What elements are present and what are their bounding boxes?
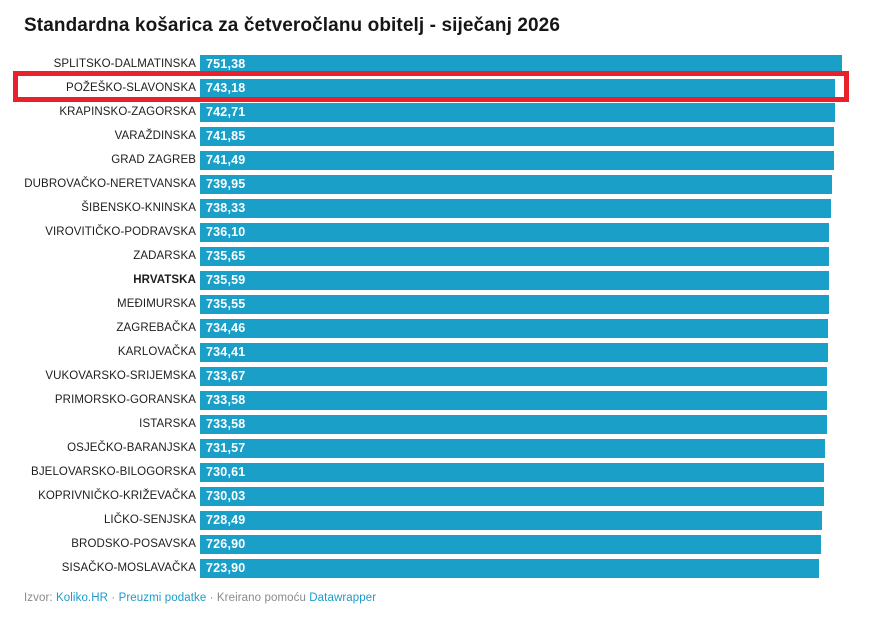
bar: 751,38 — [200, 54, 842, 74]
chart-row: ZADARSKA 735,65 — [0, 244, 882, 268]
value-label: 738,33 — [206, 201, 246, 215]
category-label: KOPRIVNIČKO-KRIŽEVAČKA — [38, 490, 196, 502]
chart-row: GRAD ZAGREB 741,49 — [0, 148, 882, 172]
bar: 742,71 — [200, 102, 835, 122]
footer-separator: · — [209, 592, 214, 604]
category-label: KRAPINSKO-ZAGORSKA — [59, 106, 196, 118]
chart-row: ŠIBENSKO-KNINSKA 738,33 — [0, 196, 882, 220]
chart-row: ISTARSKA 733,58 — [0, 412, 882, 436]
chart-row: KOPRIVNIČKO-KRIŽEVAČKA 730,03 — [0, 484, 882, 508]
category-label: ISTARSKA — [139, 418, 196, 430]
category-label: DUBROVAČKO-NERETVANSKA — [24, 178, 196, 190]
category-label: PRIMORSKO-GORANSKA — [54, 394, 196, 406]
category-label: POŽEŠKO-SLAVONSKA — [66, 82, 196, 94]
bar: 723,90 — [200, 558, 819, 578]
value-label: 733,58 — [206, 393, 246, 407]
value-label: 728,49 — [206, 513, 246, 527]
category-label: VUKOVARSKO-SRIJEMSKA — [45, 370, 196, 382]
value-label: 741,49 — [206, 153, 246, 167]
chart-row: SISAČKO-MOSLAVAČKA 723,90 — [0, 556, 882, 580]
chart-row: OSJEČKO-BARANJSKA 731,57 — [0, 436, 882, 460]
chart-row: BJELOVARSKO-BILOGORSKA 730,61 — [0, 460, 882, 484]
bar: 743,18 — [200, 78, 835, 98]
chart-row: DUBROVAČKO-NERETVANSKA 739,95 — [0, 172, 882, 196]
credit-text: Kreirano pomoću — [216, 592, 306, 604]
value-label: 735,55 — [206, 297, 246, 311]
category-label: BJELOVARSKO-BILOGORSKA — [31, 466, 196, 478]
chart-row: HRVATSKA 735,59 — [0, 268, 882, 292]
bar: 739,95 — [200, 174, 833, 194]
category-label: SPLITSKO-DALMATINSKA — [53, 58, 196, 70]
value-label: 726,90 — [206, 537, 246, 551]
category-label: LIČKO-SENJSKA — [103, 514, 196, 526]
category-label: OSJEČKO-BARANJSKA — [67, 442, 196, 454]
chart-row: PRIMORSKO-GORANSKA 733,58 — [0, 388, 882, 412]
category-label: ZAGREBAČKA — [116, 322, 196, 334]
bar: 726,90 — [200, 534, 822, 554]
chart-row: BRODSKO-POSAVSKA 726,90 — [0, 532, 882, 556]
category-label: ZADARSKA — [133, 250, 196, 262]
chart-row: VUKOVARSKO-SRIJEMSKA 733,67 — [0, 364, 882, 388]
value-label: 739,95 — [206, 177, 246, 191]
category-label: SISAČKO-MOSLAVAČKA — [61, 562, 196, 574]
download-data-link[interactable]: Preuzmi podatke — [118, 592, 207, 604]
chart-row: KRAPINSKO-ZAGORSKA 742,71 — [0, 100, 882, 124]
chart-row: ZAGREBAČKA 734,46 — [0, 316, 882, 340]
bar: 735,65 — [200, 246, 829, 266]
footer: Izvor: Koliko.HR · Preuzmi podatke · Kre… — [24, 592, 882, 604]
chart-row: VARAŽDINSKA 741,85 — [0, 124, 882, 148]
value-label: 730,03 — [206, 489, 246, 503]
bar: 741,85 — [200, 126, 834, 146]
chart-row: MEĐIMURSKA 735,55 — [0, 292, 882, 316]
chart-title: Standardna košarica za četveročlanu obit… — [24, 15, 561, 36]
category-label: HRVATSKA — [133, 274, 196, 286]
category-label: ŠIBENSKO-KNINSKA — [81, 202, 196, 214]
source-label: Izvor: — [24, 592, 53, 604]
value-label: 730,61 — [206, 465, 246, 479]
bar: 730,61 — [200, 462, 825, 482]
value-label: 751,38 — [206, 57, 246, 71]
bar: 738,33 — [200, 198, 831, 218]
bar: 730,03 — [200, 486, 824, 506]
value-label: 731,57 — [206, 441, 246, 455]
bar: 733,67 — [200, 366, 827, 386]
value-label: 741,85 — [206, 129, 246, 143]
value-label: 743,18 — [206, 81, 246, 95]
bar: 736,10 — [200, 222, 829, 242]
value-label: 735,65 — [206, 249, 246, 263]
chart-row: KARLOVAČKA 734,41 — [0, 340, 882, 364]
bar: 734,41 — [200, 342, 828, 362]
category-label: MEĐIMURSKA — [117, 298, 196, 310]
chart-row: POŽEŠKO-SLAVONSKA 743,18 — [0, 76, 882, 100]
chart-row: LIČKO-SENJSKA 728,49 — [0, 508, 882, 532]
value-label: 734,41 — [206, 345, 246, 359]
source-link[interactable]: Koliko.HR — [56, 592, 109, 604]
bar-chart: SPLITSKO-DALMATINSKA 751,38 POŽEŠKO-SLAVON… — [0, 52, 882, 580]
value-label: 734,46 — [206, 321, 246, 335]
category-label: BRODSKO-POSAVSKA — [71, 538, 196, 550]
category-label: VARAŽDINSKA — [114, 130, 196, 142]
bar: 731,57 — [200, 438, 826, 458]
value-label: 733,58 — [206, 417, 246, 431]
category-label: KARLOVAČKA — [117, 346, 196, 358]
bar: 728,49 — [200, 510, 823, 530]
bar: 733,58 — [200, 390, 827, 410]
bar: 735,55 — [200, 294, 829, 314]
bar: 735,59 — [200, 270, 829, 290]
value-label: 736,10 — [206, 225, 246, 239]
value-label: 742,71 — [206, 105, 246, 119]
category-label: GRAD ZAGREB — [111, 154, 196, 166]
footer-separator: · — [111, 592, 116, 604]
bar: 734,46 — [200, 318, 828, 338]
bar: 741,49 — [200, 150, 834, 170]
chart-row: VIROVITIČKO-PODRAVSKA 736,10 — [0, 220, 882, 244]
value-label: 723,90 — [206, 561, 246, 575]
chart-row: SPLITSKO-DALMATINSKA 751,38 — [0, 52, 882, 76]
datawrapper-link[interactable]: Datawrapper — [309, 592, 377, 604]
value-label: 733,67 — [206, 369, 246, 383]
category-label: VIROVITIČKO-PODRAVSKA — [45, 226, 196, 238]
bar: 733,58 — [200, 414, 827, 434]
value-label: 735,59 — [206, 273, 246, 287]
